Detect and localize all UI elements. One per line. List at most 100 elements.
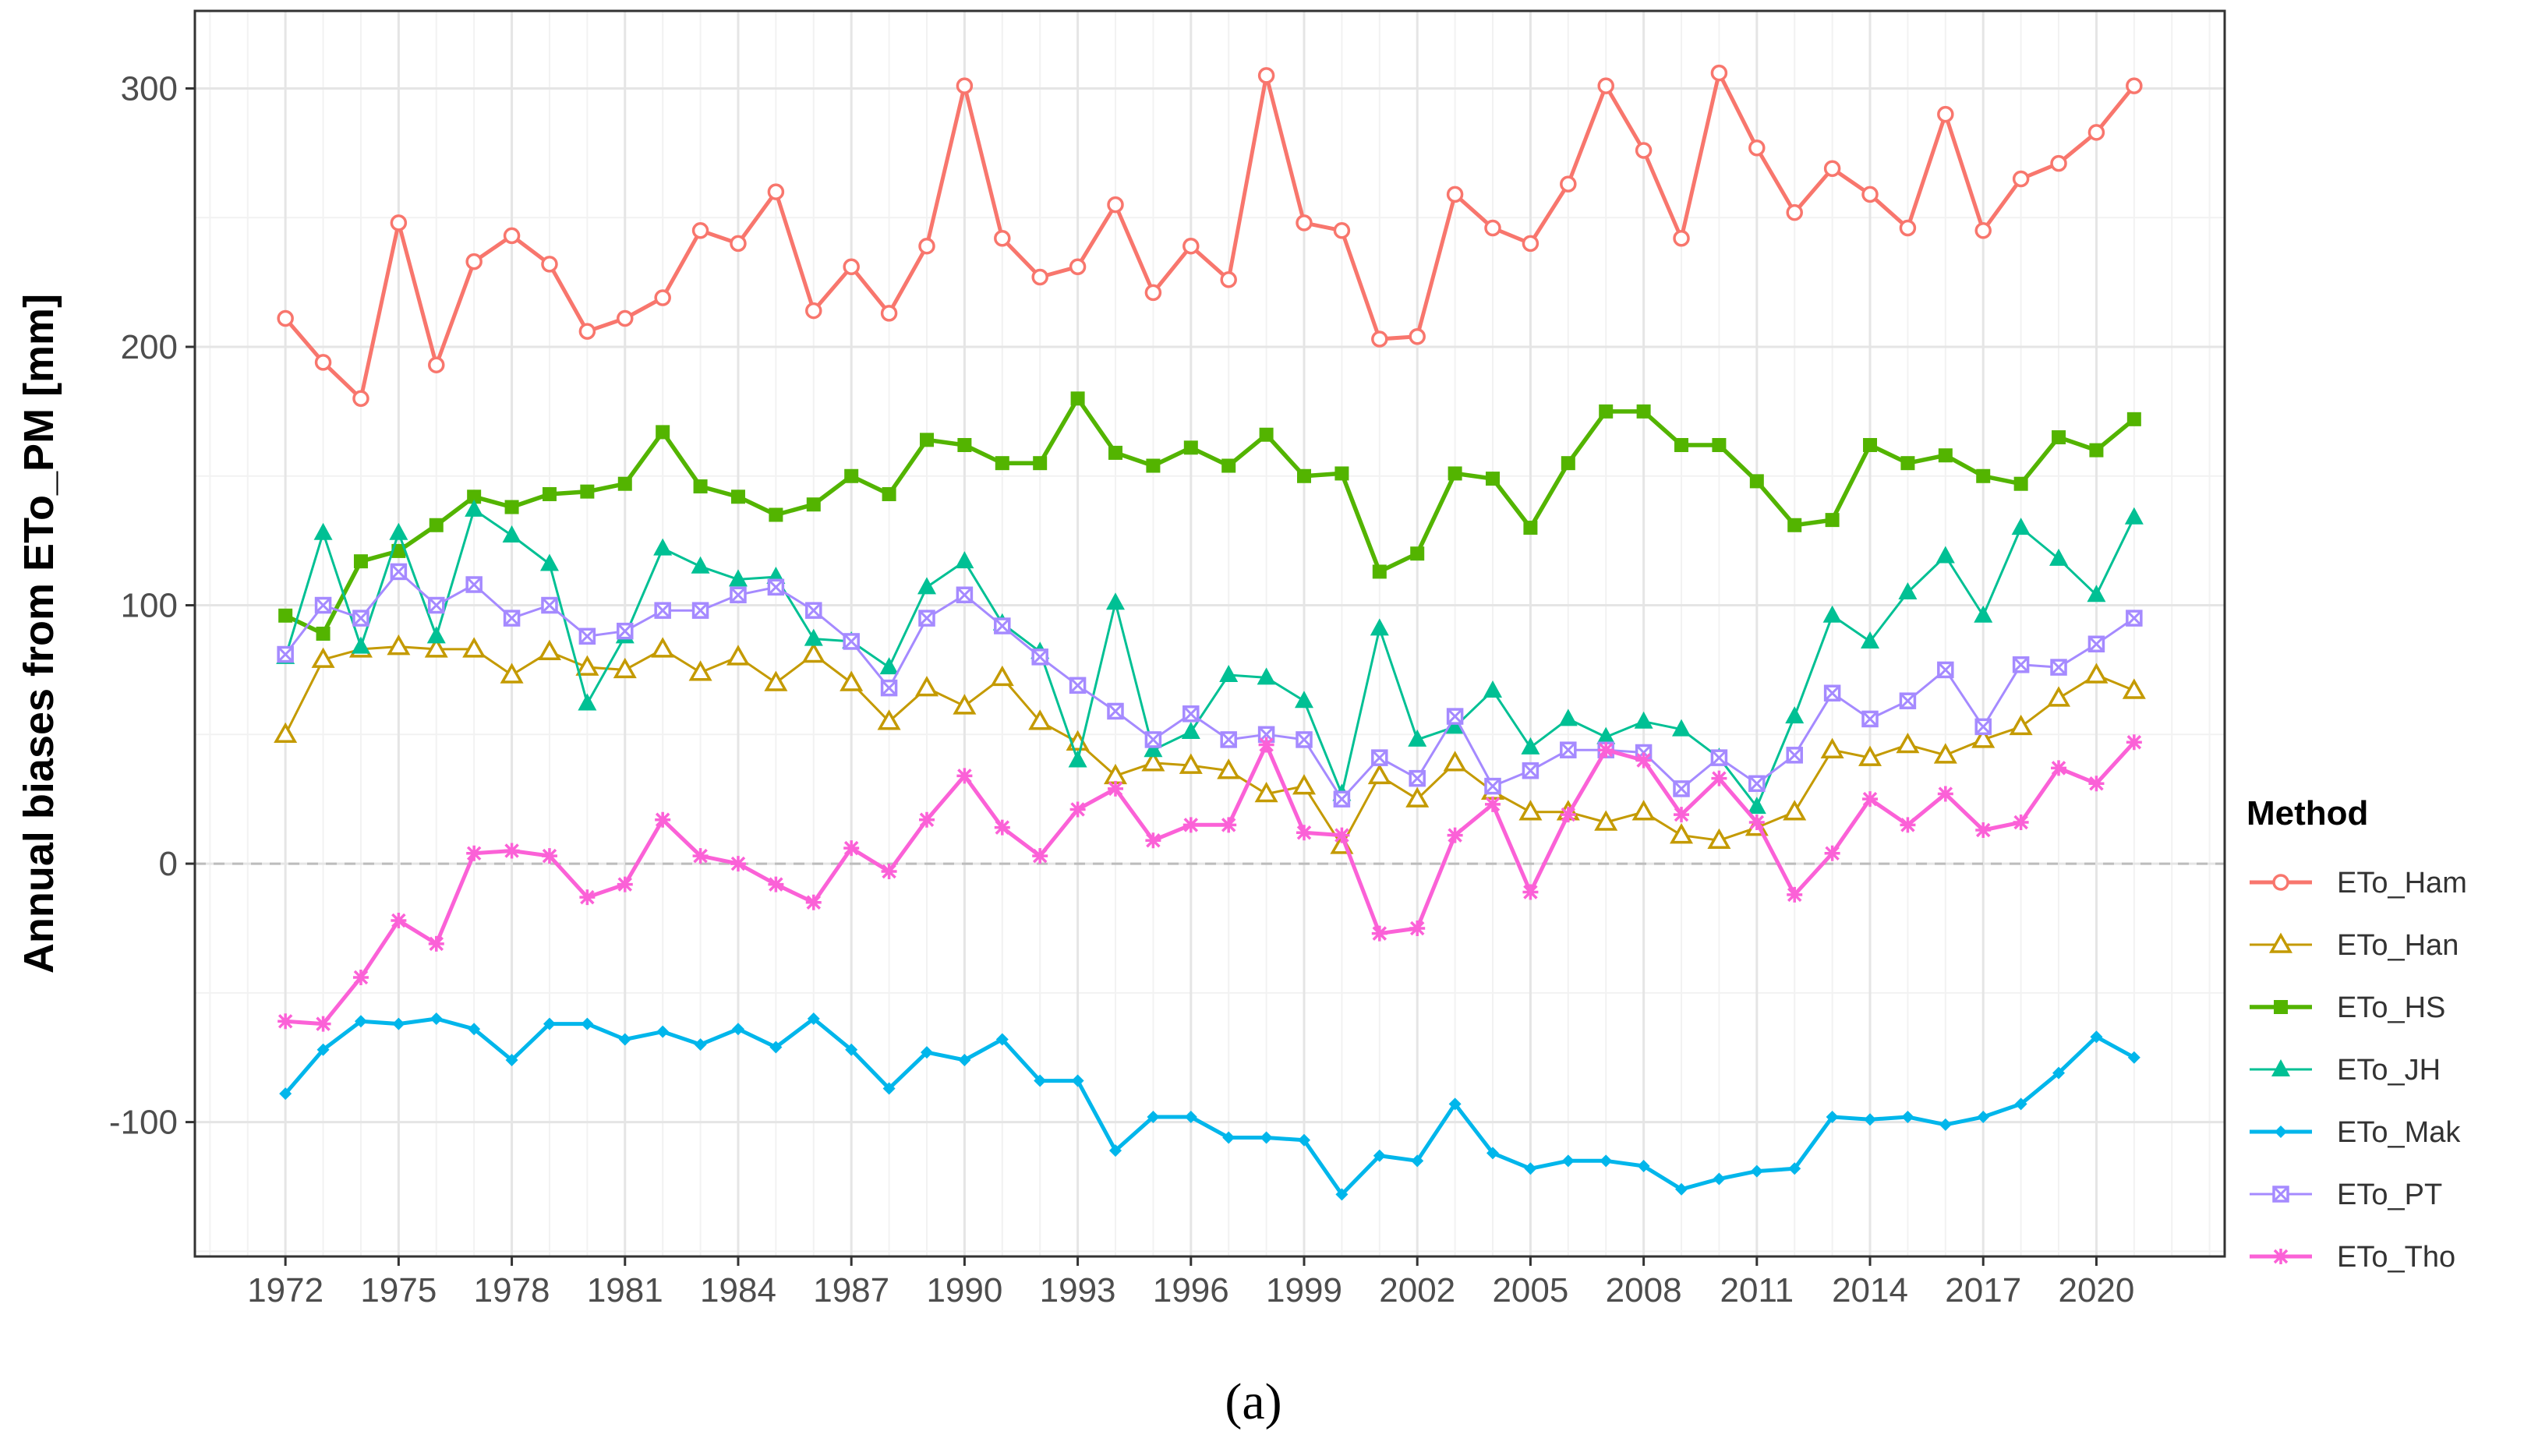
data-point-eto-mak bbox=[769, 1041, 783, 1054]
data-point-eto-tho bbox=[277, 1013, 294, 1030]
data-point-eto-mak bbox=[1411, 1154, 1424, 1168]
x-tick-label: 1975 bbox=[360, 1271, 437, 1309]
data-point-eto-tho bbox=[466, 845, 483, 861]
data-point-eto-pt bbox=[880, 679, 898, 697]
data-point-eto-han bbox=[1254, 782, 1278, 803]
data-point-eto-mak bbox=[1750, 1164, 1763, 1178]
data-point-eto-han bbox=[1028, 709, 1052, 730]
data-point-eto-jh bbox=[2124, 507, 2144, 525]
legend: Method ETo_Ham ETo_Han ETo_HS ETo_JH ETo_Mak… bbox=[2247, 794, 2467, 1274]
data-point-eto-han bbox=[1670, 823, 1694, 844]
data-point-eto-ham bbox=[767, 183, 785, 200]
data-point-eto-pt bbox=[1673, 780, 1690, 797]
data-point-eto-ham bbox=[1974, 222, 1992, 239]
data-point-eto-hs bbox=[542, 486, 557, 501]
data-point-eto-jh bbox=[2011, 518, 2031, 535]
data-point-eto-mak bbox=[1713, 1172, 1726, 1186]
data-point-eto-tho bbox=[1334, 827, 1350, 843]
data-point-eto-pt bbox=[654, 602, 671, 619]
data-point-eto-mak bbox=[316, 1043, 330, 1056]
legend-item-eto-tho: ETo_Tho bbox=[2250, 1241, 2455, 1274]
data-point-eto-ham bbox=[1635, 142, 1653, 159]
data-point-eto-ham bbox=[1560, 175, 1577, 193]
data-point-eto-han bbox=[1443, 751, 1467, 772]
data-point-eto-mak bbox=[731, 1023, 744, 1036]
data-point-eto-ham bbox=[1333, 222, 1351, 239]
data-point-eto-pt bbox=[1823, 684, 1841, 702]
data-point-eto-ham bbox=[1786, 203, 1803, 221]
x-tick-label: 2014 bbox=[1832, 1271, 1908, 1309]
series-eto-mak bbox=[279, 1012, 2140, 1201]
data-point-eto-mak bbox=[845, 1043, 858, 1056]
data-point-eto-tho bbox=[881, 864, 897, 880]
data-point-eto-mak bbox=[2127, 1051, 2140, 1064]
legend-key-marker bbox=[2272, 1186, 2289, 1203]
legend-key-marker bbox=[2272, 874, 2289, 891]
data-point-eto-hs bbox=[2089, 443, 2104, 458]
data-point-eto-hs bbox=[1599, 404, 1614, 419]
data-point-eto-hs bbox=[882, 486, 896, 501]
legend-label: ETo_Tho bbox=[2337, 1241, 2455, 1274]
data-point-eto-hs bbox=[391, 543, 406, 558]
data-point-eto-han bbox=[840, 670, 864, 691]
data-point-eto-mak bbox=[656, 1025, 670, 1038]
data-point-eto-ham bbox=[730, 235, 747, 253]
data-point-eto-tho bbox=[315, 1016, 331, 1032]
y-tick-label: 100 bbox=[121, 587, 178, 625]
data-point-eto-pt bbox=[277, 645, 294, 663]
data-point-eto-hs bbox=[1523, 521, 1538, 535]
data-point-eto-hs bbox=[580, 484, 595, 499]
data-point-eto-ham bbox=[1257, 67, 1275, 84]
data-point-eto-ham bbox=[541, 256, 558, 273]
data-point-eto-han bbox=[462, 637, 486, 658]
data-point-eto-tho bbox=[391, 913, 407, 928]
legend-label: ETo_JH bbox=[2337, 1054, 2441, 1087]
data-point-eto-hs bbox=[1448, 466, 1462, 481]
data-point-eto-mak bbox=[1788, 1162, 1801, 1175]
data-point-eto-hs bbox=[1976, 468, 1991, 483]
data-point-eto-jh bbox=[1483, 680, 1503, 698]
data-point-eto-ham bbox=[428, 356, 445, 373]
series-line-eto-mak bbox=[284, 1016, 2136, 1196]
data-point-eto-jh bbox=[917, 577, 936, 595]
data-point-eto-pt bbox=[1107, 702, 1124, 720]
data-point-eto-hs bbox=[1070, 391, 1085, 406]
data-point-eto-han bbox=[500, 663, 524, 684]
data-point-eto-pt bbox=[503, 610, 521, 627]
data-point-eto-tho bbox=[1522, 884, 1539, 900]
data-point-eto-hs bbox=[806, 497, 821, 512]
data-point-eto-pt bbox=[1748, 775, 1766, 793]
data-point-eto-pt bbox=[2126, 610, 2143, 627]
data-point-eto-tho bbox=[1182, 817, 1199, 833]
data-point-eto-ham bbox=[1597, 77, 1614, 94]
data-point-eto-pt bbox=[994, 617, 1011, 634]
data-point-eto-tho bbox=[1748, 815, 1765, 831]
data-point-eto-ham bbox=[277, 309, 294, 327]
data-point-eto-ham bbox=[2087, 124, 2105, 141]
data-point-eto-mak bbox=[1373, 1149, 1386, 1162]
data-point-eto-han bbox=[424, 637, 448, 658]
legend-key-marker bbox=[2268, 932, 2293, 953]
data-point-eto-ham bbox=[691, 222, 709, 239]
data-point-eto-mak bbox=[694, 1038, 707, 1051]
data-point-eto-hs bbox=[730, 489, 745, 504]
data-point-eto-han bbox=[2084, 663, 2109, 684]
data-point-eto-jh bbox=[1898, 581, 1918, 599]
data-point-eto-mak bbox=[1939, 1118, 1952, 1131]
data-point-eto-jh bbox=[1596, 726, 1616, 744]
data-point-eto-tho bbox=[692, 848, 709, 864]
data-point-eto-ham bbox=[1899, 219, 1917, 237]
data-point-eto-jh bbox=[728, 569, 748, 587]
data-point-eto-tho bbox=[1447, 827, 1463, 843]
data-point-eto-han bbox=[688, 660, 712, 681]
data-point-eto-han bbox=[1971, 727, 1996, 748]
data-point-eto-ham bbox=[314, 354, 332, 371]
data-point-eto-jh bbox=[955, 551, 974, 569]
data-point-eto-pt bbox=[1710, 749, 1728, 766]
data-point-eto-mak bbox=[1675, 1182, 1688, 1196]
data-point-eto-hs bbox=[769, 507, 783, 522]
x-tick-label: 1984 bbox=[700, 1271, 776, 1309]
data-point-eto-pt bbox=[767, 578, 785, 596]
data-point-eto-jh bbox=[539, 553, 559, 571]
